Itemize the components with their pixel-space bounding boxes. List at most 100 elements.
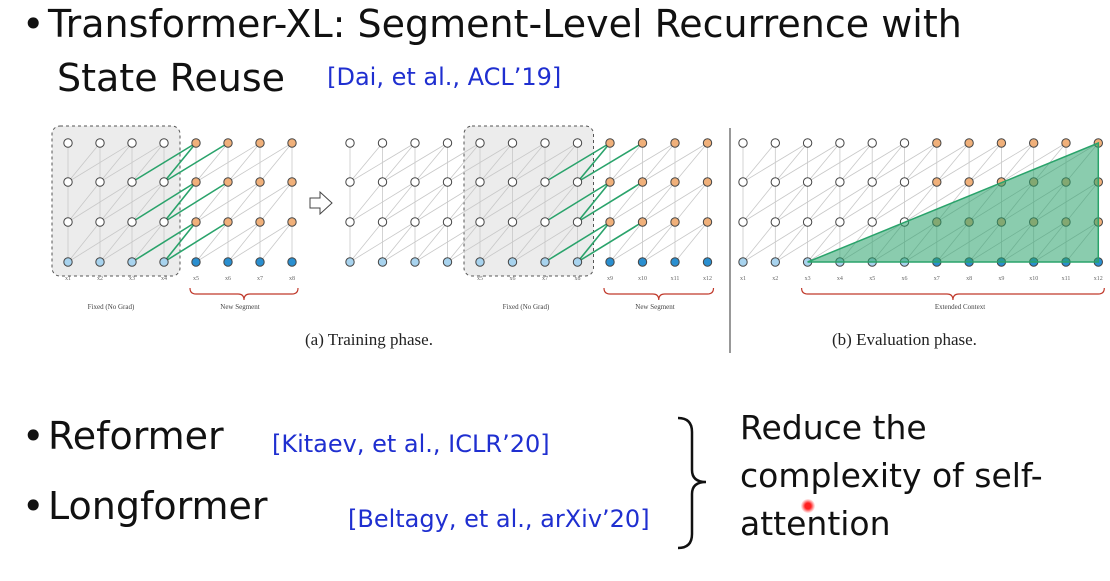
attention-edge bbox=[131, 221, 165, 263]
attention-edge bbox=[968, 142, 1002, 183]
attention-edge bbox=[414, 181, 481, 223]
hidden-node bbox=[540, 217, 550, 227]
attention-edge bbox=[195, 221, 229, 263]
hidden-node bbox=[702, 217, 713, 227]
input-node bbox=[637, 257, 648, 267]
hidden-node bbox=[670, 177, 680, 187]
attention-edge bbox=[447, 181, 513, 223]
attention-edge bbox=[382, 181, 448, 223]
bullet-dot-icon: • bbox=[22, 414, 45, 458]
attention-edge bbox=[839, 142, 905, 183]
attention-edge bbox=[382, 142, 416, 183]
attention-edge bbox=[742, 221, 808, 263]
attention-edge bbox=[67, 221, 101, 263]
state-reuse-edge bbox=[577, 181, 643, 223]
bullet-longformer: •Longformer bbox=[22, 484, 268, 528]
reformer-label: Reformer bbox=[48, 414, 224, 458]
hidden-node bbox=[964, 138, 974, 148]
attention-edge bbox=[742, 221, 776, 263]
input-node bbox=[63, 257, 73, 267]
token-label: x5 bbox=[869, 276, 875, 282]
attention-edge bbox=[99, 142, 165, 183]
attention-edge bbox=[414, 221, 481, 263]
hidden-node bbox=[738, 138, 748, 148]
attention-edge bbox=[349, 142, 383, 183]
bullet-dot-icon: • bbox=[22, 2, 45, 46]
hidden-node bbox=[702, 138, 713, 148]
token-label: x6 bbox=[225, 276, 231, 282]
hidden-node bbox=[442, 177, 453, 187]
hidden-node bbox=[867, 138, 877, 148]
attention-edge bbox=[642, 221, 708, 263]
token-label: x9 bbox=[607, 276, 613, 282]
attention-edge bbox=[349, 181, 416, 223]
arrow-shape bbox=[309, 190, 333, 216]
state-reuse-edge bbox=[163, 181, 197, 223]
hidden-node bbox=[996, 138, 1007, 148]
attention-edge bbox=[67, 221, 133, 263]
token-label: x6 bbox=[510, 276, 516, 282]
hidden-node bbox=[867, 177, 877, 187]
input-node bbox=[507, 257, 518, 267]
input-node bbox=[770, 257, 780, 267]
attention-edge bbox=[871, 142, 905, 183]
attention-edge bbox=[512, 221, 546, 263]
state-reuse-edge bbox=[544, 142, 611, 183]
hidden-node bbox=[63, 177, 73, 187]
token-label: x10 bbox=[1029, 276, 1038, 282]
attention-edge bbox=[807, 221, 841, 263]
hidden-node bbox=[802, 138, 813, 148]
attention-edge bbox=[1001, 142, 1067, 183]
hidden-node bbox=[835, 217, 845, 227]
hidden-node bbox=[255, 138, 265, 148]
attention-edge bbox=[414, 221, 448, 263]
token-label: x7 bbox=[542, 276, 548, 282]
hidden-node bbox=[1061, 138, 1071, 148]
hidden-node bbox=[442, 217, 453, 227]
hidden-node bbox=[410, 138, 420, 148]
state-reuse-edge bbox=[163, 142, 197, 183]
fixed-no-grad-label-1: Fixed (No Grad) bbox=[88, 303, 135, 311]
hidden-node bbox=[223, 177, 233, 187]
caption-evaluation-phase: (b) Evaluation phase. bbox=[832, 330, 977, 349]
attention-edge bbox=[512, 221, 578, 263]
input-node bbox=[159, 257, 169, 267]
attention-edge bbox=[227, 181, 293, 223]
state-reuse-edge bbox=[544, 181, 611, 223]
attention-edge bbox=[807, 181, 873, 223]
hidden-node bbox=[191, 138, 201, 148]
citation-beltagy: [Beltagy, et al., arXiv’20] bbox=[348, 505, 650, 533]
bullet-title-line2-row: State Reuse [Dai, et al., ACL’19] bbox=[57, 56, 561, 100]
new-segment-bracket bbox=[189, 287, 299, 301]
token-label: x5 bbox=[193, 276, 199, 282]
input-node bbox=[702, 257, 713, 267]
hidden-node bbox=[345, 177, 355, 187]
attention-edge bbox=[259, 221, 293, 263]
attention-edge bbox=[479, 142, 513, 183]
input-node bbox=[255, 257, 265, 267]
token-label: x2 bbox=[97, 276, 103, 282]
bullet-transformer-xl: •Transformer-XL: Segment-Level Recurrenc… bbox=[22, 2, 962, 46]
side-note-line1: Reduce the bbox=[740, 408, 927, 447]
input-node bbox=[670, 257, 680, 267]
attention-edge bbox=[512, 181, 546, 223]
hidden-node bbox=[1029, 138, 1039, 148]
attention-edge bbox=[447, 221, 481, 263]
training-panel-1: x1 x2 x3 x4 x5 x6 x7 x8 bbox=[51, 125, 299, 301]
attention-edge bbox=[479, 221, 546, 263]
hidden-node bbox=[867, 217, 877, 227]
bullet-dot-icon: • bbox=[22, 484, 45, 528]
token-label: x11 bbox=[671, 276, 680, 282]
attention-edge bbox=[195, 142, 229, 183]
token-label: x4 bbox=[837, 276, 843, 282]
attention-edge bbox=[512, 142, 546, 183]
token-label: x2 bbox=[772, 276, 778, 282]
attention-edge bbox=[904, 142, 938, 183]
laser-pointer-icon bbox=[801, 499, 815, 513]
attention-edge bbox=[674, 221, 708, 263]
attention-edge bbox=[447, 221, 513, 263]
input-node bbox=[127, 257, 137, 267]
token-label: x9 bbox=[998, 276, 1004, 282]
hidden-node bbox=[63, 138, 73, 148]
token-label: x7 bbox=[257, 276, 263, 282]
